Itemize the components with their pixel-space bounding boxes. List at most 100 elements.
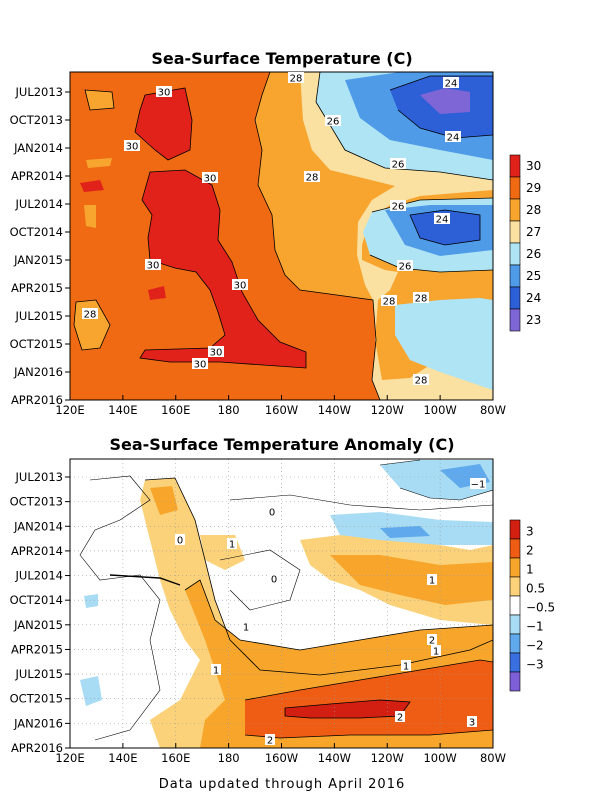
y-tick-label: JAN2014 — [13, 141, 63, 155]
y-tick-label: JUL2015 — [15, 667, 63, 681]
contour-label-bg — [265, 734, 275, 745]
y-tick-label: JUL2014 — [15, 569, 63, 583]
sst-band-24b — [410, 210, 480, 245]
y-tick-label: APR2014 — [11, 544, 63, 558]
contour-label: 26 — [399, 262, 412, 273]
contour-label: 28 — [84, 310, 97, 321]
y-tick-label: APR2016 — [11, 741, 63, 755]
x-tick-label: 160W — [265, 403, 298, 417]
x-tick-label: 140E — [108, 751, 137, 765]
anomaly-band-3 — [285, 700, 410, 718]
sst-band-23 — [420, 88, 470, 114]
colorbar-label: −3 — [526, 658, 544, 672]
contour-label-bg — [381, 295, 397, 306]
contour-label: −1 — [471, 480, 486, 491]
contour-label: 30 — [204, 174, 217, 185]
contour-label: 28 — [383, 297, 396, 308]
colorbar-label: 3 — [526, 525, 534, 539]
y-tick-label: JAN2015 — [13, 253, 63, 267]
colorbar-swatch — [509, 652, 521, 673]
colorbar-swatch — [509, 557, 521, 578]
anomaly-title: Sea-Surface Temperature Anomaly (C) — [109, 435, 454, 454]
colorbar-label: 2 — [526, 544, 534, 558]
anomaly-y-axis: JUL2013 OCT2013 JAN2014 APR2014 JUL2014 OCT20… — [10, 470, 70, 755]
anomaly-neg-1c — [80, 676, 102, 706]
sst-band-30a — [135, 88, 192, 160]
contour-label-bg — [232, 279, 248, 290]
contour-label-bg — [413, 292, 429, 303]
contour-label-bg — [208, 346, 224, 357]
x-tick-label: 140W — [318, 403, 351, 417]
x-tick-label: 100W — [423, 751, 456, 765]
x-tick-label: 120W — [371, 751, 404, 765]
x-tick-label: 100W — [423, 403, 456, 417]
contour-label: 1 — [243, 623, 249, 634]
sst-contour-28 — [254, 72, 381, 400]
contour-label-bg — [470, 478, 486, 489]
contour-label: 24 — [447, 133, 460, 144]
contour-label-bg — [156, 86, 172, 97]
y-tick-label: JUL2013 — [15, 85, 63, 99]
anomaly-contour-0d — [109, 574, 181, 586]
contour-label: 30 — [158, 88, 171, 99]
contour-label-bg — [390, 200, 406, 211]
colorbar-swatch — [509, 633, 521, 654]
x-tick-label: 160W — [265, 751, 298, 765]
contour-label: 30 — [194, 360, 207, 371]
anomaly-band-1b — [330, 555, 493, 605]
x-tick-label: 180 — [218, 751, 240, 765]
sst-contour-26a — [315, 72, 493, 181]
colorbar-swatch — [509, 242, 521, 266]
contour-label-bg — [175, 534, 185, 545]
sst-band-30d — [148, 286, 166, 300]
contour-label-bg — [431, 645, 441, 656]
sst-contour-28-nw — [84, 89, 115, 111]
y-tick-label: OCT2015 — [10, 337, 63, 351]
contour-label: 1 — [229, 540, 235, 551]
colorbar-swatch — [509, 220, 521, 244]
anomaly-contour-1 — [184, 579, 493, 651]
anomaly-contour-0a — [79, 475, 161, 741]
y-tick-label: OCT2015 — [10, 692, 63, 706]
colorbar-swatch — [509, 538, 521, 559]
colorbar-label: 26 — [526, 247, 541, 261]
colorbar-swatch — [509, 154, 521, 178]
x-tick-label: 140W — [318, 751, 351, 765]
contour-label: 3 — [469, 718, 475, 729]
colorbar-label: 27 — [526, 225, 541, 239]
contour-label: 2 — [429, 636, 435, 647]
y-tick-label: JAN2016 — [13, 365, 63, 379]
y-tick-label: OCT2013 — [10, 113, 63, 127]
y-tick-label: JAN2016 — [13, 716, 63, 730]
colorbar-swatch — [509, 519, 521, 540]
y-tick-label: JUL2014 — [15, 197, 63, 211]
anomaly-contour-neg — [379, 459, 493, 501]
contour-label-bg — [124, 140, 140, 151]
sst-band-26c — [395, 298, 493, 390]
y-tick-label: OCT2013 — [10, 495, 63, 509]
y-tick-label: APR2016 — [11, 393, 63, 407]
colorbar-swatch — [509, 176, 521, 200]
colorbar-swatch — [509, 614, 521, 635]
y-tick-label: APR2015 — [11, 281, 63, 295]
colorbar-label: 0.5 — [526, 582, 545, 596]
sst-contour-24a — [389, 75, 493, 139]
contour-label: 1 — [433, 647, 439, 658]
contour-label-bg — [401, 660, 411, 671]
contour-label: 30 — [234, 281, 247, 292]
y-tick-label: JUL2015 — [15, 309, 63, 323]
contour-label: 0 — [271, 575, 277, 586]
colorbar-label: 30 — [526, 159, 541, 173]
sst-contour-26b — [371, 197, 493, 213]
contour-label-bg — [445, 131, 461, 142]
x-tick-label: 120E — [55, 403, 84, 417]
contour-label-bg — [467, 716, 477, 727]
anomaly-neg-2b — [380, 526, 430, 538]
contour-label: 30 — [210, 348, 223, 359]
contour-label: 2 — [267, 736, 273, 747]
colorbar-swatch — [509, 198, 521, 222]
colorbar-label: 28 — [526, 203, 541, 217]
anomaly-field — [70, 459, 493, 748]
y-tick-label: APR2014 — [11, 169, 63, 183]
